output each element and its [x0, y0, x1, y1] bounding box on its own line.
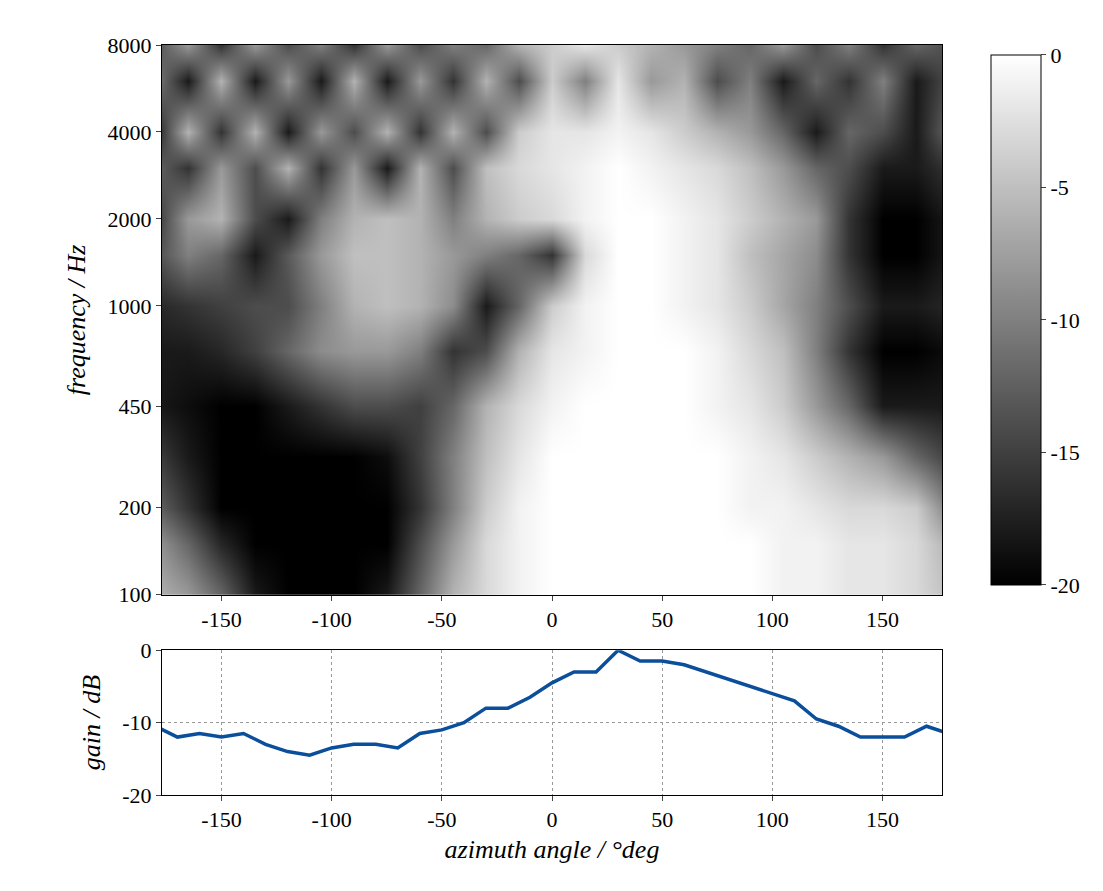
svg-text:100: 100	[119, 582, 152, 607]
svg-text:8000: 8000	[108, 33, 152, 58]
svg-text:0: 0	[1050, 43, 1061, 68]
svg-text:frequency / Hz: frequency / Hz	[62, 245, 91, 396]
svg-text:0: 0	[547, 807, 558, 832]
svg-text:0: 0	[141, 638, 152, 663]
svg-text:-10: -10	[122, 710, 151, 735]
svg-text:100: 100	[756, 807, 789, 832]
svg-text:-100: -100	[311, 807, 351, 832]
svg-text:azimuth angle / °deg: azimuth angle / °deg	[445, 835, 660, 864]
svg-text:4000: 4000	[108, 120, 152, 145]
svg-text:1000: 1000	[108, 294, 152, 319]
svg-text:-50: -50	[427, 807, 456, 832]
svg-text:-50: -50	[427, 607, 456, 632]
svg-text:100: 100	[756, 607, 789, 632]
svg-text:-150: -150	[201, 607, 241, 632]
svg-text:150: 150	[866, 607, 899, 632]
svg-text:50: 50	[651, 807, 673, 832]
svg-text:-100: -100	[311, 607, 351, 632]
svg-text:200: 200	[119, 495, 152, 520]
svg-text:2000: 2000	[108, 207, 152, 232]
svg-text:-5: -5	[1050, 175, 1068, 200]
svg-text:50: 50	[651, 607, 673, 632]
svg-text:-20: -20	[1050, 573, 1079, 598]
svg-text:gain / dB: gain / dB	[77, 675, 106, 770]
svg-text:450: 450	[119, 394, 152, 419]
svg-text:-10: -10	[1050, 308, 1079, 333]
svg-text:-150: -150	[201, 807, 241, 832]
svg-text:-15: -15	[1050, 440, 1079, 465]
svg-text:-20: -20	[122, 783, 151, 808]
svg-text:0: 0	[547, 607, 558, 632]
svg-text:150: 150	[866, 807, 899, 832]
